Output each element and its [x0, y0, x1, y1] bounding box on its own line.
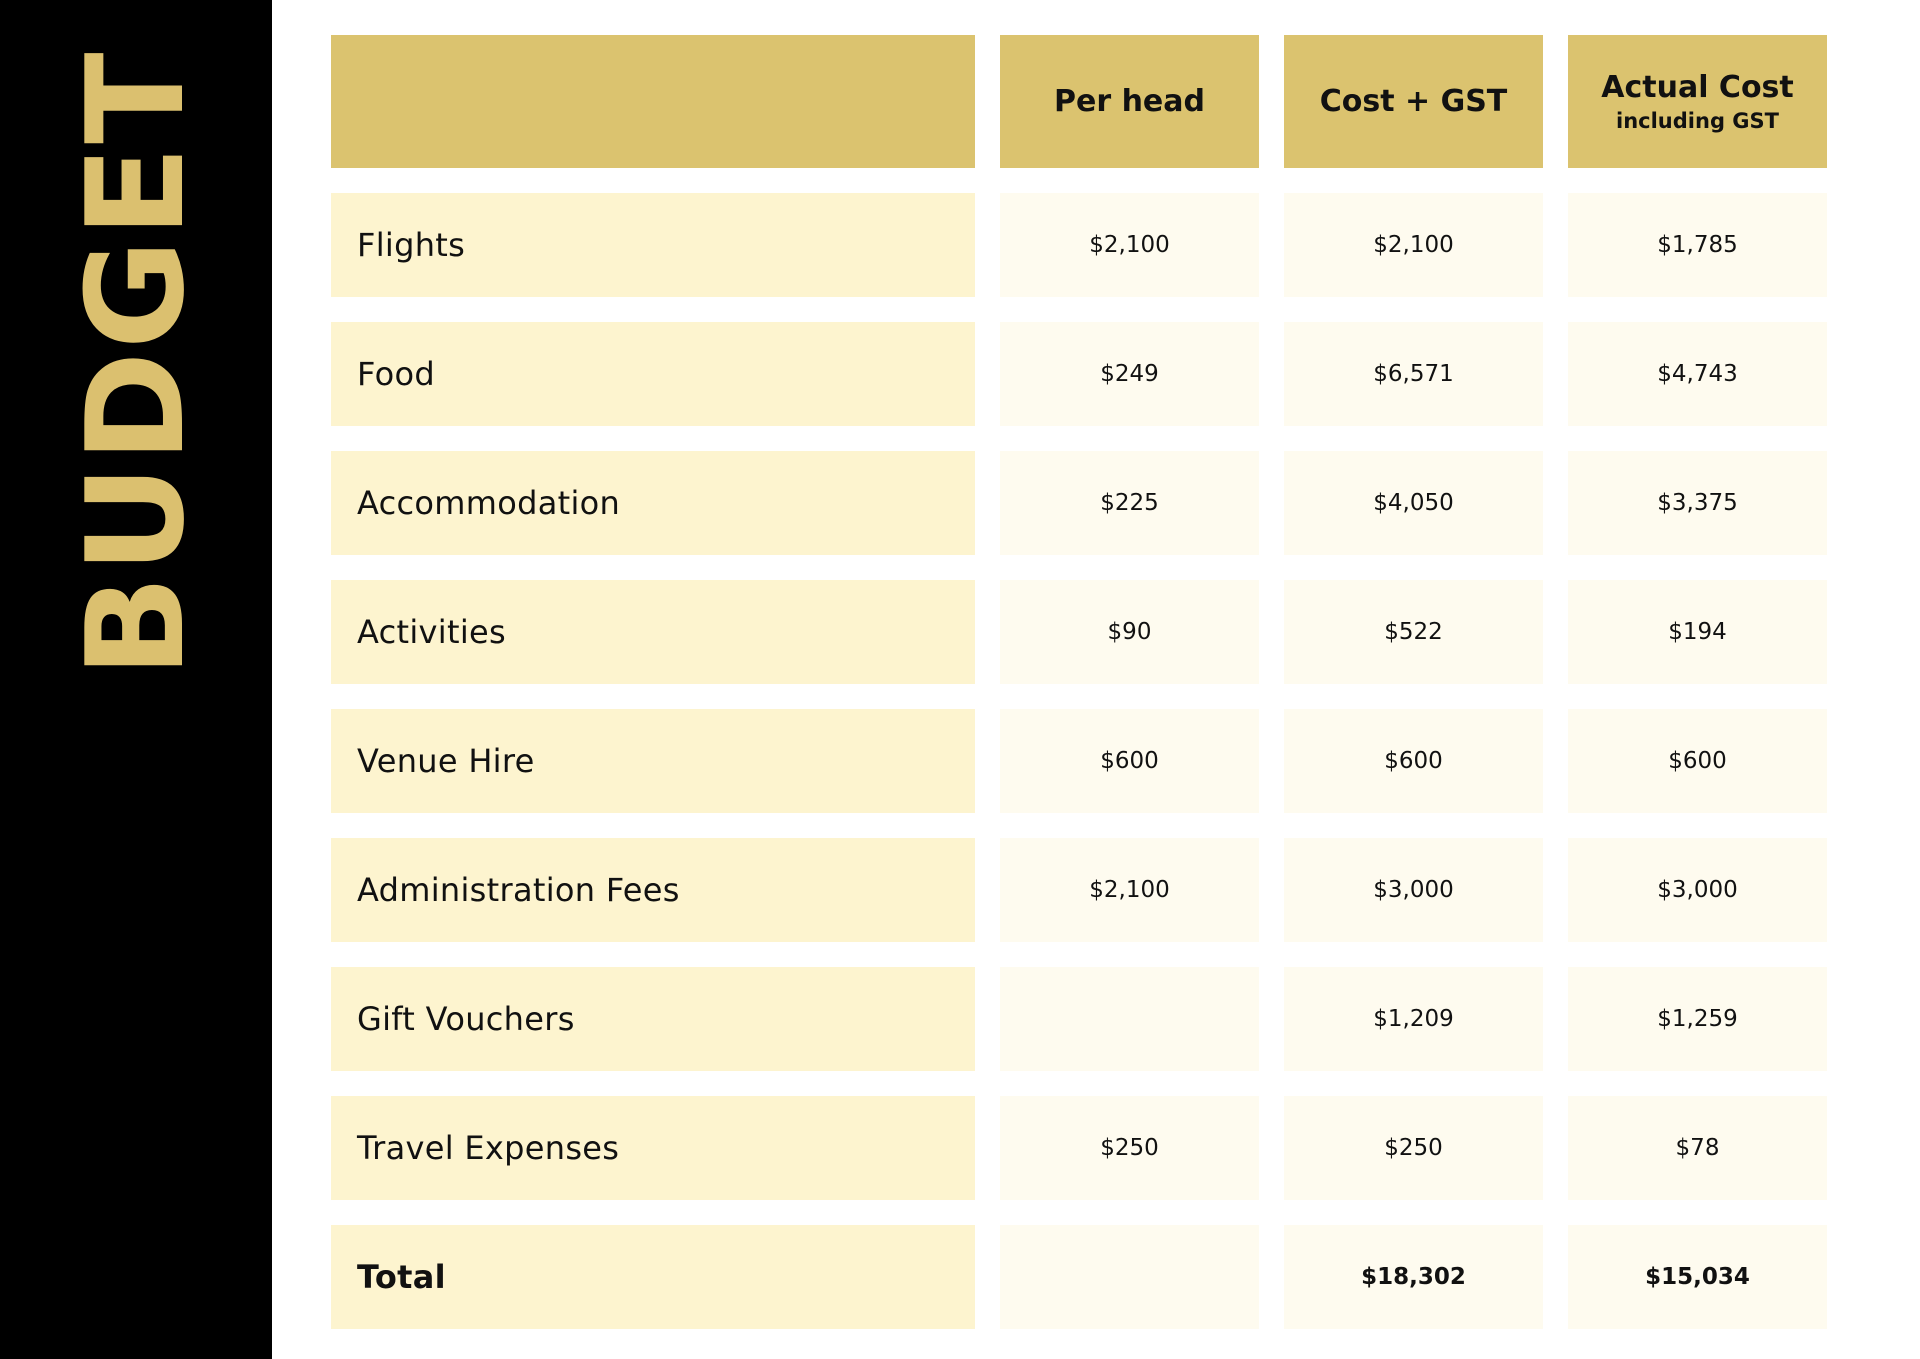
per-head-value: [1000, 967, 1259, 1071]
actual-cost-value: $78: [1568, 1096, 1827, 1200]
sidebar-panel: BUDGET: [0, 0, 272, 1359]
actual-cost-value: $1,259: [1568, 967, 1827, 1071]
budget-table: Per head Cost + GST Actual Cost includin…: [331, 35, 1827, 1329]
header-cost-gst: Cost + GST: [1284, 35, 1543, 168]
actual-cost-value: $3,375: [1568, 451, 1827, 555]
cost-gst-value: $250: [1284, 1096, 1543, 1200]
actual-cost-value: $4,743: [1568, 322, 1827, 426]
cost-gst-value: $6,571: [1284, 322, 1543, 426]
per-head-value: $90: [1000, 580, 1259, 684]
total-actual-cost-value: $15,034: [1568, 1225, 1827, 1329]
per-head-value: $2,100: [1000, 193, 1259, 297]
header-cost-gst-label: Cost + GST: [1319, 84, 1508, 119]
header-actual-cost-sublabel: including GST: [1616, 109, 1779, 133]
cost-gst-value: $522: [1284, 580, 1543, 684]
row-label: Activities: [331, 580, 975, 684]
total-cost-gst-value: $18,302: [1284, 1225, 1543, 1329]
row-label: Gift Vouchers: [331, 967, 975, 1071]
actual-cost-value: $3,000: [1568, 838, 1827, 942]
row-label: Food: [331, 322, 975, 426]
sidebar-title: BUDGET: [58, 50, 214, 678]
total-label: Total: [331, 1225, 975, 1329]
row-label: Flights: [331, 193, 975, 297]
cost-gst-value: $3,000: [1284, 838, 1543, 942]
row-label: Accommodation: [331, 451, 975, 555]
cost-gst-value: $1,209: [1284, 967, 1543, 1071]
row-label: Administration Fees: [331, 838, 975, 942]
header-actual-cost-label: Actual Cost: [1601, 70, 1794, 105]
per-head-value: $225: [1000, 451, 1259, 555]
cost-gst-value: $4,050: [1284, 451, 1543, 555]
actual-cost-value: $194: [1568, 580, 1827, 684]
per-head-value: $249: [1000, 322, 1259, 426]
per-head-value: $250: [1000, 1096, 1259, 1200]
cost-gst-value: $600: [1284, 709, 1543, 813]
per-head-value: $600: [1000, 709, 1259, 813]
total-per-head-value: [1000, 1225, 1259, 1329]
header-per-head: Per head: [1000, 35, 1259, 168]
header-empty-cell: [331, 35, 975, 168]
row-label: Venue Hire: [331, 709, 975, 813]
cost-gst-value: $2,100: [1284, 193, 1543, 297]
header-actual-cost: Actual Cost including GST: [1568, 35, 1827, 168]
actual-cost-value: $600: [1568, 709, 1827, 813]
per-head-value: $2,100: [1000, 838, 1259, 942]
row-label: Travel Expenses: [331, 1096, 975, 1200]
header-per-head-label: Per head: [1054, 84, 1205, 119]
actual-cost-value: $1,785: [1568, 193, 1827, 297]
